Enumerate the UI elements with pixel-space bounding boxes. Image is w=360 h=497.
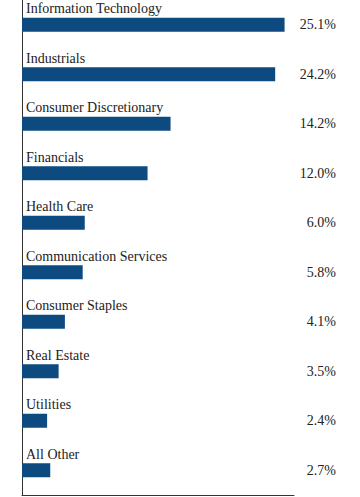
svg-text:12.0%: 12.0% xyxy=(300,166,337,181)
svg-text:24.2%: 24.2% xyxy=(300,67,337,82)
svg-text:Information Technology: Information Technology xyxy=(26,1,162,16)
svg-text:3.5%: 3.5% xyxy=(307,364,337,379)
svg-text:14.2%: 14.2% xyxy=(300,116,337,131)
svg-text:Utilities: Utilities xyxy=(26,397,71,412)
svg-text:Consumer Staples: Consumer Staples xyxy=(26,298,128,313)
svg-text:Health Care: Health Care xyxy=(26,199,93,214)
svg-text:Industrials: Industrials xyxy=(26,51,85,66)
svg-text:4.1%: 4.1% xyxy=(307,314,337,329)
svg-text:2.4%: 2.4% xyxy=(307,413,337,428)
svg-text:Real Estate: Real Estate xyxy=(26,348,89,363)
svg-text:Consumer Discretionary: Consumer Discretionary xyxy=(26,100,163,115)
svg-text:Financials: Financials xyxy=(26,150,84,165)
svg-text:All Other: All Other xyxy=(26,447,80,462)
svg-text:6.0%: 6.0% xyxy=(307,215,337,230)
svg-text:25.1%: 25.1% xyxy=(300,17,337,32)
svg-text:Communication Services: Communication Services xyxy=(26,249,167,264)
svg-text:5.8%: 5.8% xyxy=(307,265,337,280)
svg-text:2.7%: 2.7% xyxy=(307,463,337,478)
